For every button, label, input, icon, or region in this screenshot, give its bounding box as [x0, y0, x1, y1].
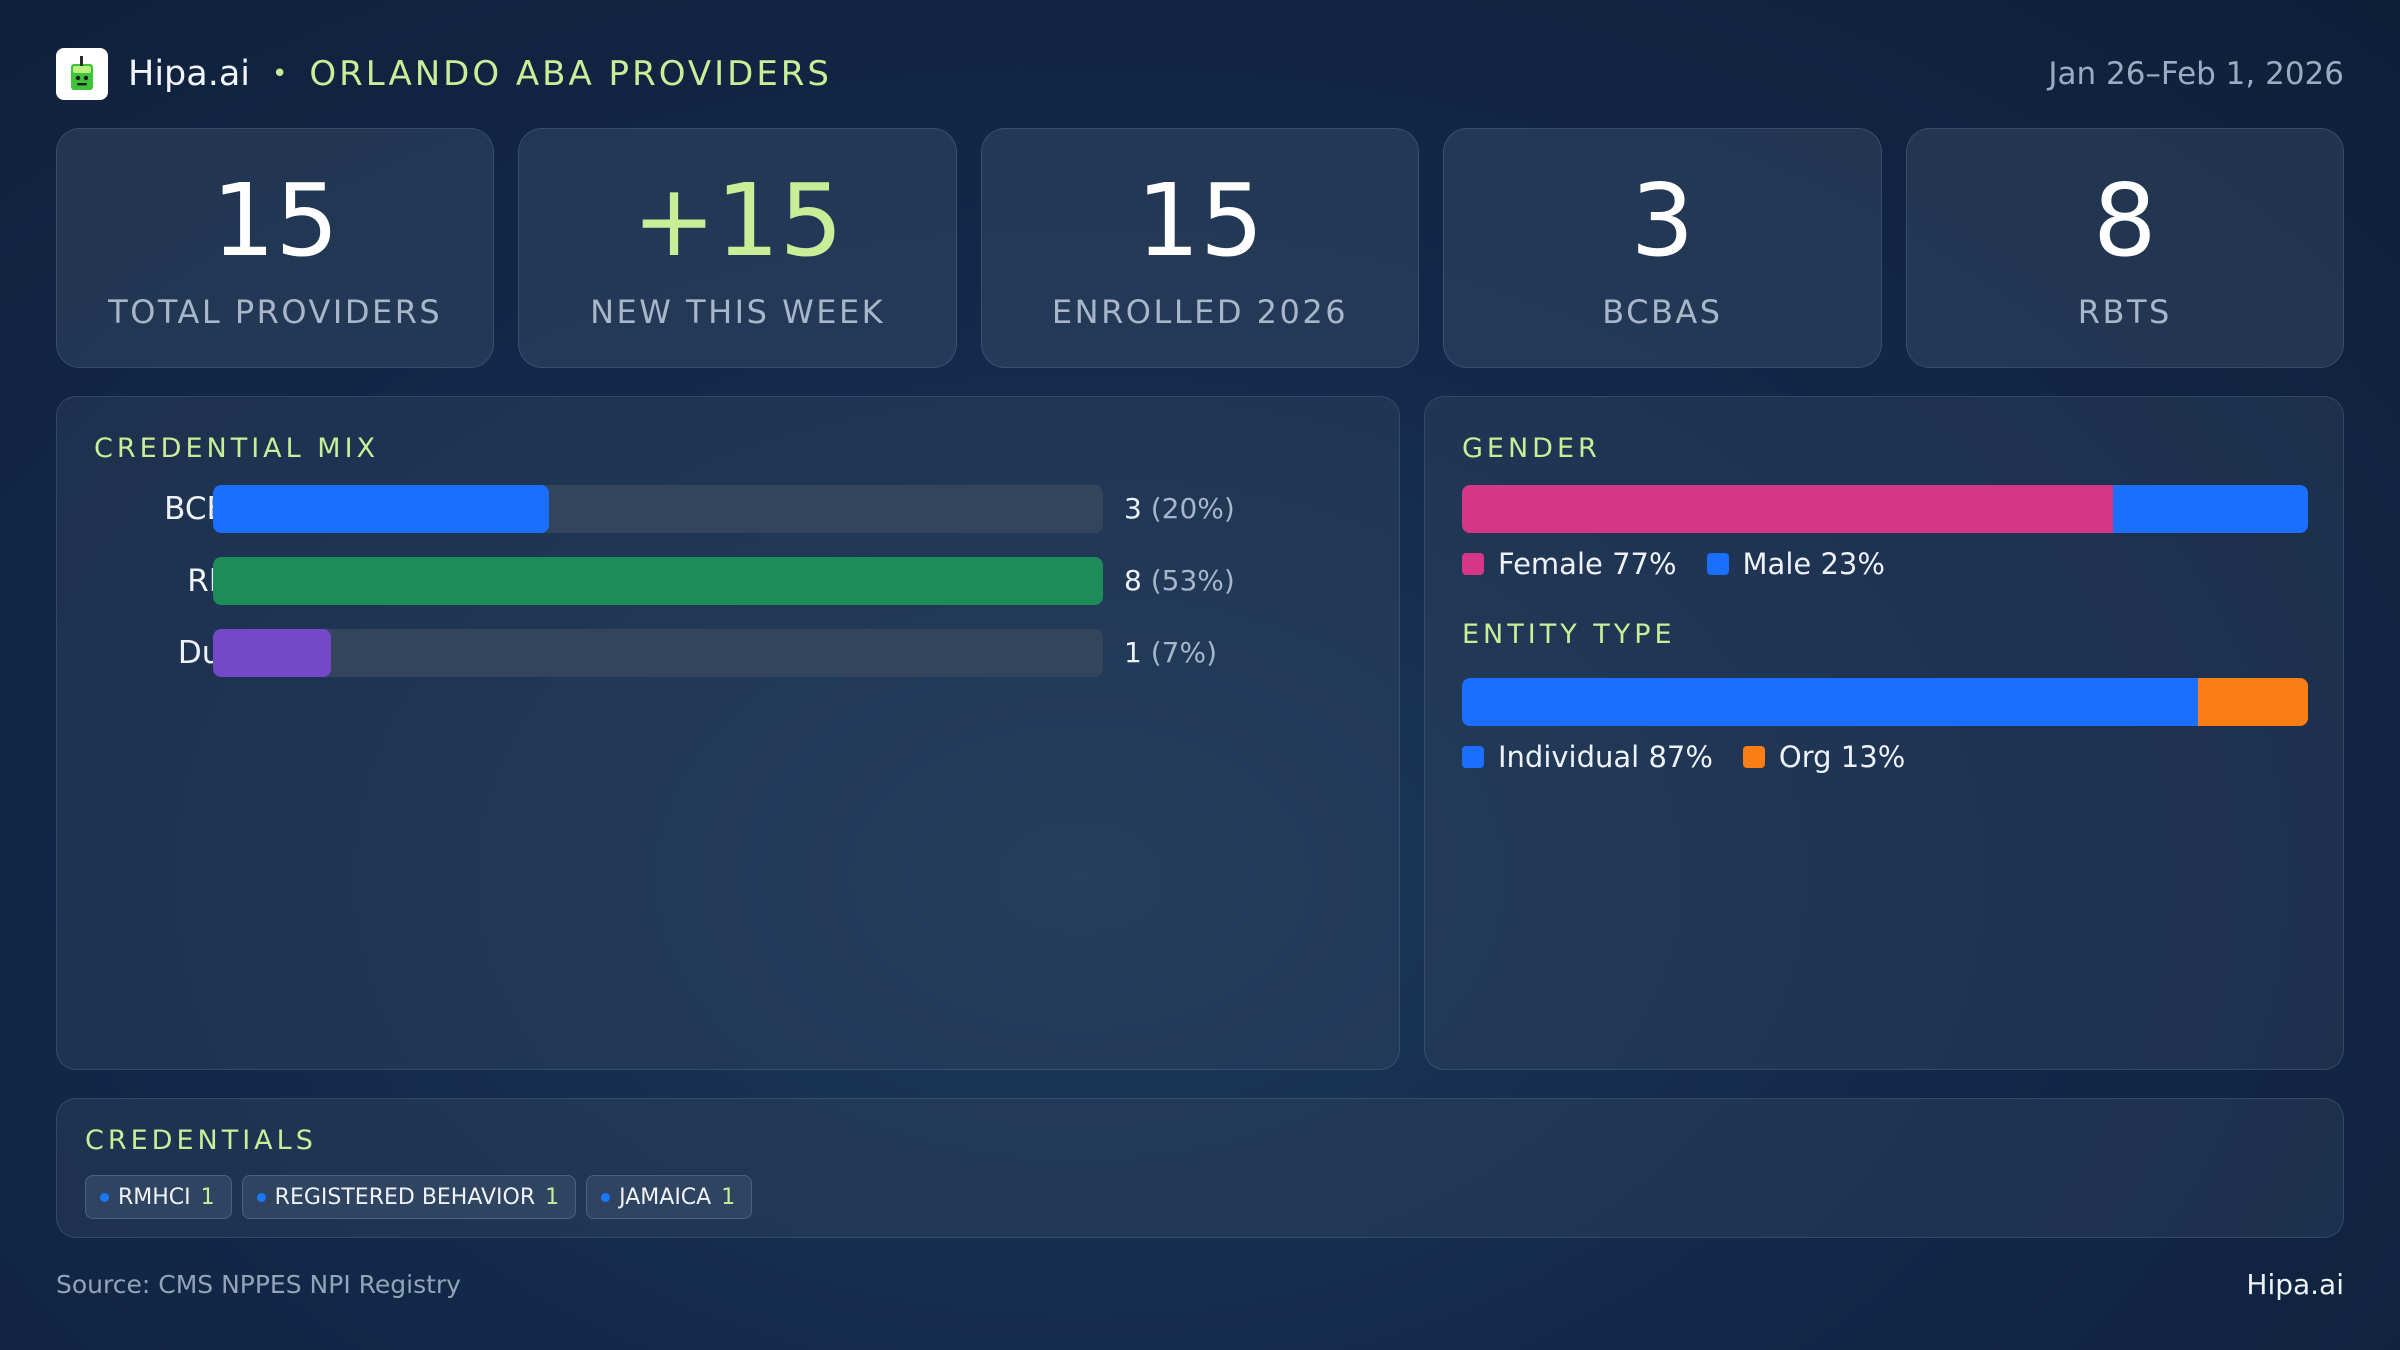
kpi-label: TOTAL PROVIDERS	[108, 293, 443, 331]
source-note: Source: CMS NPPES NPI Registry	[56, 1270, 461, 1299]
kpi-label: RBTS	[2077, 293, 2172, 331]
chip-name: RMHCI	[118, 1184, 191, 1210]
bar-row-bcba: BCBA 3 (20%)	[57, 485, 1357, 533]
brand-name: Hipa.ai	[128, 54, 251, 94]
gender-stacked-bar	[1462, 485, 2308, 533]
bar-value: 8 (53%)	[1124, 557, 1235, 605]
chip-count: 1	[721, 1184, 736, 1210]
kpi-value: 15	[211, 162, 339, 279]
entity-type-title: ENTITY TYPE	[1462, 619, 1676, 650]
bar-count: 8	[1124, 564, 1142, 597]
kpi-total-providers: 15 TOTAL PROVIDERS	[56, 128, 495, 368]
kpi-bcbas: 3 BCBAS	[1443, 128, 1882, 368]
logo	[56, 48, 108, 100]
legend-swatch	[1742, 746, 1765, 768]
bar-row-dual: Dual 1 (7%)	[57, 629, 1357, 677]
footer-brand: Hipa.ai	[2246, 1268, 2344, 1301]
bar-value: 1 (7%)	[1124, 629, 1217, 677]
legend-swatch	[1706, 553, 1729, 575]
kpi-row: 15 TOTAL PROVIDERS +15 NEW THIS WEEK 15 …	[56, 128, 2345, 368]
bar-track	[213, 485, 1103, 533]
gender-title: GENDER	[1462, 433, 1601, 464]
chip-dot-icon	[601, 1192, 611, 1202]
date-range: Jan 26–Feb 1, 2026	[2048, 56, 2344, 92]
chip-dot-icon	[256, 1192, 266, 1202]
legend-item-male: Male 23%	[1706, 547, 1885, 581]
bar-count: 3	[1124, 492, 1142, 525]
legend-label: Female 77%	[1498, 547, 1677, 581]
bar-track	[213, 629, 1103, 677]
chip-dot-icon	[100, 1192, 109, 1202]
chip-name: JAMAICA	[619, 1184, 712, 1210]
header-separator: •	[272, 59, 288, 89]
credential-chip[interactable]: REGISTERED BEHAVIOR 1	[241, 1175, 577, 1219]
entity-segment-org	[2198, 678, 2308, 726]
credentials-panel: CREDENTIALS RMHCI 1 REGISTERED BEHAVIOR …	[56, 1098, 2344, 1238]
chip-name: REGISTERED BEHAVIOR	[274, 1184, 536, 1210]
page-title: ORLANDO ABA PROVIDERS	[309, 54, 833, 94]
entity-type-stacked-bar	[1462, 678, 2308, 726]
kpi-label: BCBAS	[1602, 293, 1723, 331]
bar-value: 3 (20%)	[1124, 485, 1235, 533]
legend-label: Male 23%	[1742, 547, 1885, 581]
drink-logo-icon	[71, 56, 93, 90]
bar-fill	[213, 485, 549, 533]
kpi-value: 8	[2093, 162, 2157, 279]
credential-mix-panel: CREDENTIAL MIX BCBA 3 (20%) RBT 8 (53%) …	[56, 396, 1400, 1070]
gender-legend: Female 77% Male 23%	[1462, 547, 1915, 581]
kpi-label: NEW THIS WEEK	[590, 293, 886, 331]
kpi-value: +15	[632, 162, 844, 279]
entity-type-legend: Individual 87% Org 13%	[1462, 740, 1935, 774]
legend-swatch	[1462, 746, 1484, 768]
gender-segment-male	[2113, 485, 2308, 533]
entity-segment-individual	[1462, 678, 2199, 726]
bar-percent: (20%)	[1150, 492, 1235, 525]
kpi-value: 3	[1630, 162, 1695, 279]
kpi-enrolled-2026: 15 ENROLLED 2026	[980, 128, 1420, 368]
credential-chip[interactable]: JAMAICA 1	[586, 1175, 753, 1219]
legend-swatch	[1462, 553, 1484, 575]
legend-label: Org 13%	[1778, 740, 1906, 774]
bar-percent: (53%)	[1150, 564, 1235, 597]
panel-title: CREDENTIAL MIX	[94, 433, 380, 464]
legend-label: Individual 87%	[1498, 740, 1713, 774]
credential-chip[interactable]: RMHCI 1	[85, 1175, 232, 1219]
gender-segment-female	[1462, 485, 2114, 533]
bar-track	[213, 557, 1103, 605]
credentials-title: CREDENTIALS	[85, 1125, 317, 1156]
legend-item-female: Female 77%	[1462, 547, 1677, 581]
header: Hipa.ai • ORLANDO ABA PROVIDERS Jan 26–F…	[56, 46, 2344, 102]
kpi-new-this-week: +15 NEW THIS WEEK	[518, 128, 957, 368]
bar-percent: (7%)	[1150, 636, 1218, 669]
kpi-rbts: 8 RBTS	[1905, 128, 2345, 368]
kpi-value: 15	[1136, 162, 1264, 279]
chip-count: 1	[200, 1184, 215, 1210]
kpi-label: ENROLLED 2026	[1051, 293, 1349, 331]
bar-count: 1	[1124, 636, 1142, 669]
credential-chips: RMHCI 1 REGISTERED BEHAVIOR 1 JAMAICA 1	[85, 1175, 753, 1219]
legend-item-individual: Individual 87%	[1462, 740, 1713, 774]
legend-item-org: Org 13%	[1742, 740, 1906, 774]
bar-row-rbt: RBT 8 (53%)	[57, 557, 1357, 605]
demographics-panel: GENDER Female 77% Male 23% ENTITY TYPE I…	[1424, 396, 2344, 1070]
chip-count: 1	[545, 1184, 560, 1210]
bar-fill	[213, 629, 331, 677]
bar-fill	[213, 557, 1103, 605]
